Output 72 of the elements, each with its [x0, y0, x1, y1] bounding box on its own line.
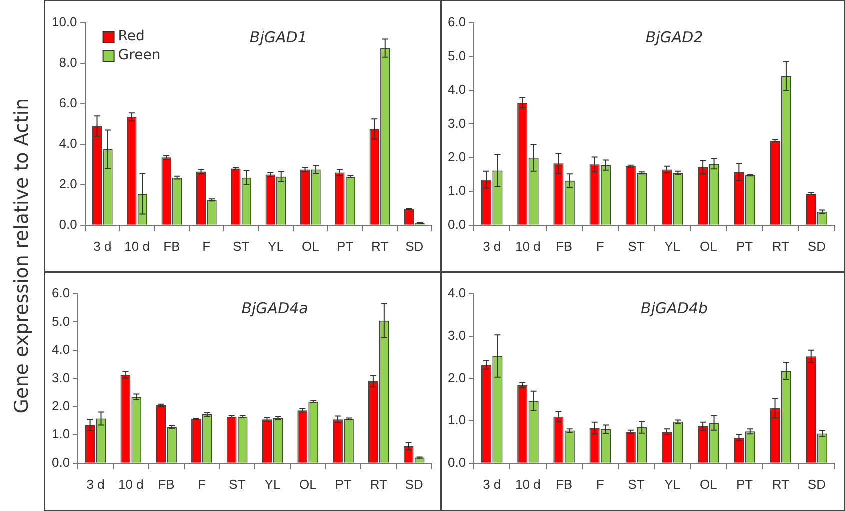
- y-tick-label: 1.0: [448, 183, 466, 198]
- x-tick-label: ST: [628, 476, 645, 492]
- x-tick-label: ST: [233, 238, 250, 254]
- x-tick-label: 3 d: [483, 476, 502, 492]
- y-tick-label: 3.0: [52, 370, 70, 386]
- x-tick-label: RT: [370, 476, 388, 492]
- x-tick-label: OL: [299, 476, 317, 492]
- x-tick-label: PT: [337, 238, 354, 254]
- x-tick-label: 3 d: [483, 238, 502, 254]
- y-tick-label: 4.0: [448, 286, 466, 301]
- y-tick-label: 6.0: [59, 96, 78, 111]
- legend-label: Green: [118, 48, 161, 64]
- y-axis-title: Gene expression relative to Actin: [11, 98, 33, 414]
- y-tick-label: 0.0: [448, 454, 466, 470]
- x-tick-label: SD: [808, 476, 826, 492]
- chart-title: BjGAD4a: [242, 299, 308, 318]
- x-tick-label: F: [202, 238, 211, 254]
- y-tick-label: 2.0: [52, 398, 70, 414]
- y-tick-label: 5.0: [448, 48, 466, 64]
- chart-title: BjGAD4b: [641, 299, 708, 318]
- y-tick-label: 2.0: [448, 370, 466, 386]
- x-tick-label: PT: [736, 476, 754, 492]
- legend-label: Red: [118, 28, 145, 45]
- x-tick-label: SD: [405, 476, 424, 492]
- x-tick-label: FB: [164, 238, 180, 254]
- x-tick-label: 10 d: [516, 476, 541, 492]
- x-tick-label: YL: [268, 238, 284, 254]
- y-tick-label: 2.0: [448, 150, 466, 165]
- y-tick-label: 6.0: [448, 14, 466, 30]
- chart-title: BjGAD2: [646, 28, 704, 46]
- y-tick-label: 3.0: [448, 116, 466, 131]
- y-tick-label: 6.0: [52, 286, 70, 301]
- chart-title: BjGAD1: [250, 28, 308, 46]
- x-tick-label: 3 d: [94, 238, 112, 254]
- x-tick-label: SD: [406, 238, 424, 254]
- x-tick-label: PT: [335, 476, 352, 492]
- x-tick-label: F: [596, 238, 604, 254]
- x-tick-label: FB: [556, 476, 573, 492]
- y-tick-label: 3.0: [448, 328, 466, 343]
- y-tick-label: 0.0: [448, 216, 466, 232]
- y-tick-label: 2.0: [59, 176, 78, 192]
- x-tick-label: OL: [302, 238, 320, 254]
- y-tick-label: 10.0: [52, 14, 78, 30]
- y-tick-label: 4.0: [448, 82, 466, 98]
- x-tick-label: 10 d: [124, 238, 150, 254]
- y-tick-label: 5.0: [52, 314, 70, 329]
- y-tick-label: 0.0: [52, 454, 70, 470]
- x-tick-label: F: [596, 476, 604, 492]
- y-tick-label: 0.0: [59, 216, 78, 232]
- y-tick-label: 4.0: [52, 342, 70, 358]
- x-tick-label: RT: [371, 238, 389, 254]
- x-tick-label: FB: [556, 238, 573, 254]
- x-tick-label: ST: [628, 238, 645, 254]
- y-tick-label: 4.0: [59, 136, 78, 152]
- x-tick-label: RT: [772, 238, 790, 254]
- x-tick-label: YL: [664, 238, 681, 254]
- x-tick-label: 10 d: [516, 238, 541, 254]
- x-tick-label: F: [198, 476, 206, 492]
- x-tick-label: FB: [158, 476, 175, 492]
- x-tick-label: RT: [772, 476, 790, 492]
- x-tick-label: OL: [700, 476, 718, 492]
- x-tick-label: YL: [664, 476, 681, 492]
- x-tick-label: 10 d: [118, 476, 144, 492]
- y-tick-label: 1.0: [448, 412, 466, 428]
- x-tick-label: 3 d: [86, 476, 105, 492]
- x-tick-label: SD: [808, 238, 826, 254]
- x-tick-label: YL: [264, 476, 281, 492]
- x-tick-label: ST: [229, 476, 246, 492]
- x-tick-label: PT: [736, 238, 754, 254]
- y-tick-label: 8.0: [59, 55, 78, 70]
- y-tick-label: 1.0: [52, 426, 70, 442]
- x-tick-label: OL: [700, 238, 718, 254]
